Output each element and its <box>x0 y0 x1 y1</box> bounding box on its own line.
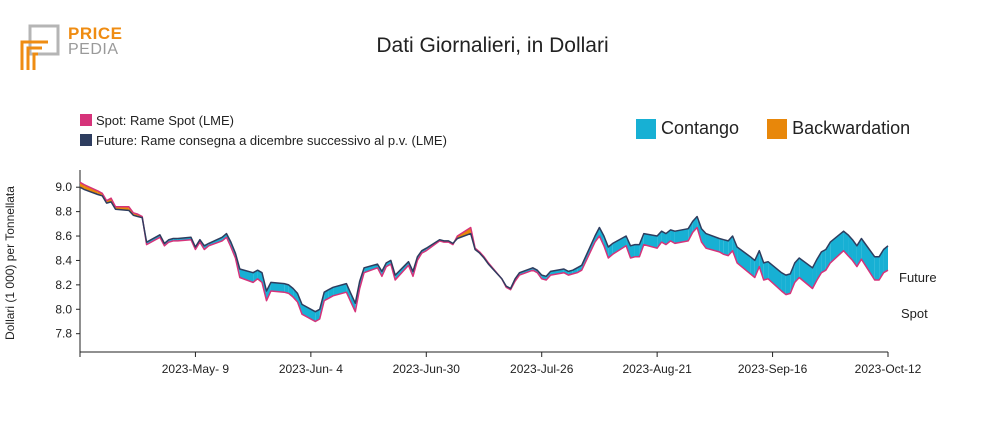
y-tick-label: 8.8 <box>55 205 72 219</box>
legend-label-contango: Contango <box>661 118 740 138</box>
spread-segment <box>821 249 826 273</box>
spread-segment <box>856 238 862 267</box>
y-tick-label: 8.2 <box>55 278 72 292</box>
spread-fills <box>80 182 888 322</box>
spread-segment <box>364 264 378 273</box>
x-tick-label: 2023-Jun-30 <box>393 362 461 376</box>
spread-segment <box>737 247 751 274</box>
legend-swatch-spot <box>80 114 92 126</box>
spread-segment <box>825 242 831 271</box>
spread-segment <box>301 304 316 322</box>
spread-segment <box>768 261 782 291</box>
legend-label-spot: Spot: Rame Spot (LME) <box>96 112 234 128</box>
future-line <box>79 186 889 313</box>
legend-item-future[interactable]: Future: Rame consegna a dicembre success… <box>80 130 447 150</box>
axes: 7.8 8.0 8.2 8.4 8.6 8.8 9.0 2023-May- 9 2023-Jun… <box>55 170 922 376</box>
legend-item-contango[interactable]: Contango <box>636 118 739 139</box>
spread-segment <box>785 273 791 295</box>
x-tick-label: 2023-Sep-16 <box>738 362 808 376</box>
spread-segment <box>723 239 729 256</box>
spread-segment <box>386 260 391 267</box>
spread-segment <box>550 268 564 276</box>
spread-segment <box>639 233 644 257</box>
spread-segment <box>634 244 640 257</box>
spread-segment <box>643 233 658 249</box>
spread-segment <box>688 221 693 241</box>
spread-segment <box>315 309 320 322</box>
series-lines <box>79 181 889 323</box>
x-tick-label: 2023-Aug-21 <box>622 362 692 376</box>
spot-line <box>79 181 889 323</box>
spread-segment <box>674 228 689 244</box>
y-tick-label: 8.6 <box>55 229 72 243</box>
spread-segment <box>763 261 769 280</box>
spread-segment <box>816 251 822 280</box>
spread-segment <box>848 234 853 261</box>
spread-segment <box>794 258 800 283</box>
spread-segment <box>879 249 884 280</box>
spread-segment <box>84 184 98 195</box>
y-tick-label: 9.0 <box>55 180 72 194</box>
logo-mark <box>20 24 60 70</box>
spread-segment <box>861 238 875 280</box>
spread-segment <box>732 236 738 263</box>
legend-label-future: Future: Rame consegna a dicembre success… <box>96 132 447 148</box>
legend-item-spot[interactable]: Spot: Rame Spot (LME) <box>80 110 447 130</box>
y-axis-title: Dollari (1 000) per Tonnellata <box>3 186 17 340</box>
legend-swatch-future <box>80 134 92 146</box>
pricepedia-logo: PRICE PEDIA <box>18 24 128 74</box>
y-tick-label: 7.8 <box>55 327 72 341</box>
spread-segment <box>843 231 849 256</box>
spread-segment <box>346 283 351 302</box>
spot-end-label: Spot <box>901 306 928 321</box>
spread-segment <box>266 282 271 301</box>
spread-segment <box>670 229 675 244</box>
spread-segment <box>759 250 764 280</box>
series-legend: Spot: Rame Spot (LME) Future: Rame conse… <box>80 110 447 150</box>
spread-segment <box>630 244 635 259</box>
spread-legend: Contango Backwardation <box>636 118 938 139</box>
logo-text-top: PRICE <box>68 24 123 43</box>
spread-segment <box>661 231 667 245</box>
spread-segment <box>705 233 720 252</box>
spread-segment <box>293 288 298 302</box>
spread-segment <box>324 289 329 301</box>
y-tick-label: 8.0 <box>55 302 72 316</box>
chart-title: Dati Giornalieri, in Dollari <box>376 34 609 57</box>
spread-segment <box>852 239 857 267</box>
spread-segment <box>883 245 888 273</box>
x-tick-label: 2023-May- 9 <box>162 362 230 376</box>
spread-segment <box>612 236 627 255</box>
spread-segment <box>603 236 609 259</box>
x-tick-label: 2023-Jun- 4 <box>279 362 343 376</box>
legend-swatch-contango <box>636 118 656 139</box>
y-tick-label: 8.4 <box>55 253 72 267</box>
spread-segment <box>781 272 786 295</box>
spread-segment <box>284 283 289 294</box>
spread-segment <box>830 231 844 263</box>
spread-segment <box>328 287 334 299</box>
spread-segment <box>719 238 724 255</box>
spread-segment <box>697 216 702 243</box>
spread-segment <box>626 236 631 259</box>
spread-segment <box>750 256 755 278</box>
spread-segment <box>350 293 356 312</box>
legend-label-backwardation: Backwardation <box>792 118 911 138</box>
x-tick-label: 2023-Oct-12 <box>855 362 922 376</box>
legend-swatch-backwardation <box>767 118 788 139</box>
spread-segment <box>599 227 604 246</box>
future-end-label: Future <box>899 270 937 285</box>
spread-segment <box>728 236 733 256</box>
logo-text-bottom: PEDIA <box>68 41 119 58</box>
legend-item-backwardation[interactable]: Backwardation <box>767 118 910 139</box>
spread-segment <box>754 250 760 278</box>
spread-segment <box>563 268 569 276</box>
x-tick-label: 2023-Jul-26 <box>510 362 574 376</box>
spread-segment <box>270 282 285 293</box>
spread-segment <box>790 262 795 294</box>
spread-segment <box>874 256 880 280</box>
